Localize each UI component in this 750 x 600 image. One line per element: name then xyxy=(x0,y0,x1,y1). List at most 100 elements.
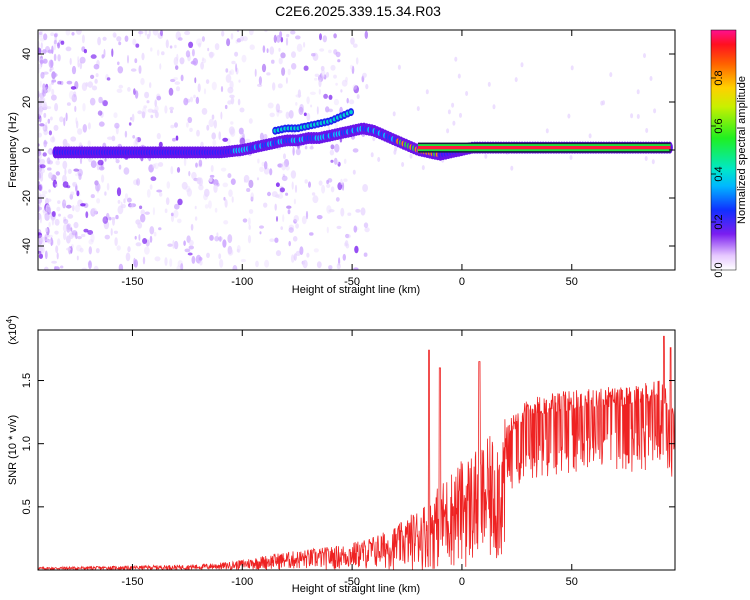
noise-speckle xyxy=(42,49,47,54)
noise-speckle xyxy=(164,257,168,266)
noise-speckle xyxy=(173,240,179,250)
noise-speckle xyxy=(57,42,61,49)
noise-speckle xyxy=(91,207,97,215)
noise-speckle xyxy=(484,153,488,159)
noise-speckle xyxy=(281,67,286,76)
noise-speckle xyxy=(134,90,139,99)
noise-speckle xyxy=(227,100,232,105)
noise-speckle xyxy=(133,179,139,186)
snr-series-line xyxy=(38,335,675,570)
noise-speckle xyxy=(293,215,299,223)
noise-speckle xyxy=(102,99,108,107)
noise-speckle xyxy=(175,135,179,141)
noise-speckle xyxy=(355,57,359,65)
noise-speckle xyxy=(277,83,283,89)
noise-speckle xyxy=(74,81,79,90)
noise-speckle xyxy=(288,110,294,119)
noise-speckle xyxy=(170,124,175,129)
noise-speckle xyxy=(102,100,108,107)
colorbar-frame xyxy=(710,29,737,271)
noise-speckle xyxy=(333,157,338,165)
noise-speckle xyxy=(83,228,89,233)
noise-speckle xyxy=(97,36,101,46)
noise-speckle xyxy=(139,30,142,37)
noise-speckle xyxy=(328,94,333,100)
noise-speckle xyxy=(76,190,80,197)
noise-speckle xyxy=(124,130,128,138)
noise-speckle xyxy=(134,235,137,240)
noise-speckle xyxy=(349,99,355,105)
noise-speckle xyxy=(68,90,75,100)
noise-speckle xyxy=(238,79,241,83)
noise-speckle xyxy=(39,158,46,165)
noise-speckle xyxy=(156,49,160,56)
noise-speckle xyxy=(302,259,308,269)
noise-speckle xyxy=(520,62,524,68)
colorbar-tick-label: 0.2 xyxy=(713,214,725,229)
noise-speckle xyxy=(90,54,97,59)
noise-speckle xyxy=(60,265,64,269)
noise-speckle xyxy=(178,37,183,41)
noise-speckle xyxy=(172,240,175,249)
noise-speckle xyxy=(295,250,301,256)
noise-speckle xyxy=(127,246,131,253)
noise-speckle xyxy=(43,129,48,136)
noise-speckle xyxy=(45,227,48,233)
spectrogram-y-tick-label: -40 xyxy=(21,238,33,254)
noise-speckle xyxy=(209,174,215,178)
colorbar-ticks: 0.0 0.2 0.4 0.6 0.8 xyxy=(711,70,725,278)
noise-speckle xyxy=(211,132,216,140)
noise-speckle xyxy=(47,239,52,244)
colorbar-label: Normalized spectral amplitude xyxy=(736,76,748,224)
noise-speckle xyxy=(201,58,207,64)
noise-speckle xyxy=(66,102,71,106)
noise-speckle xyxy=(39,164,46,169)
noise-speckle xyxy=(150,114,154,119)
noise-speckle xyxy=(123,167,130,175)
noise-speckle xyxy=(644,156,648,161)
noise-speckle xyxy=(38,157,41,164)
noise-speckle xyxy=(264,259,270,268)
noise-speckle xyxy=(62,181,69,188)
noise-speckle xyxy=(124,193,129,200)
noise-speckle xyxy=(294,184,298,193)
noise-speckle xyxy=(62,224,68,233)
noise-speckle xyxy=(318,88,321,95)
noise-speckle xyxy=(303,112,307,117)
noise-speckle xyxy=(90,160,97,169)
noise-speckle xyxy=(153,162,159,170)
noise-speckle xyxy=(170,109,173,114)
noise-speckle xyxy=(40,42,43,49)
noise-speckle xyxy=(77,128,83,135)
noise-speckle xyxy=(354,245,359,254)
noise-speckle xyxy=(230,178,236,185)
noise-speckle xyxy=(225,68,229,73)
noise-speckle xyxy=(89,97,96,106)
spectrogram-y-ticks: -40 -20 0 20 40 xyxy=(21,48,675,254)
spectrogram-x-label: Height of straight line (km) xyxy=(292,284,420,296)
noise-speckle xyxy=(261,63,267,73)
noise-speckle xyxy=(198,159,203,167)
noise-speckle xyxy=(275,103,281,113)
noise-speckle xyxy=(144,246,150,255)
noise-speckle xyxy=(344,240,349,247)
noise-speckle xyxy=(144,30,148,36)
noise-speckle xyxy=(57,54,61,62)
noise-speckle xyxy=(70,227,73,232)
noise-speckle xyxy=(200,61,205,70)
noise-speckle xyxy=(636,89,640,95)
noise-speckle xyxy=(39,115,42,123)
noise-speckle xyxy=(54,230,59,235)
noise-speckle xyxy=(194,205,197,210)
noise-speckle xyxy=(452,120,456,126)
snr-series-group xyxy=(38,335,675,570)
noise-speckle xyxy=(65,30,71,36)
noise-speckle xyxy=(200,141,204,148)
noise-speckle xyxy=(87,140,91,147)
noise-speckle xyxy=(112,217,115,226)
noise-speckle xyxy=(285,77,288,84)
noise-speckle xyxy=(236,30,240,33)
noise-speckle xyxy=(47,149,52,154)
noise-speckle xyxy=(330,144,335,150)
noise-speckle xyxy=(226,38,231,47)
